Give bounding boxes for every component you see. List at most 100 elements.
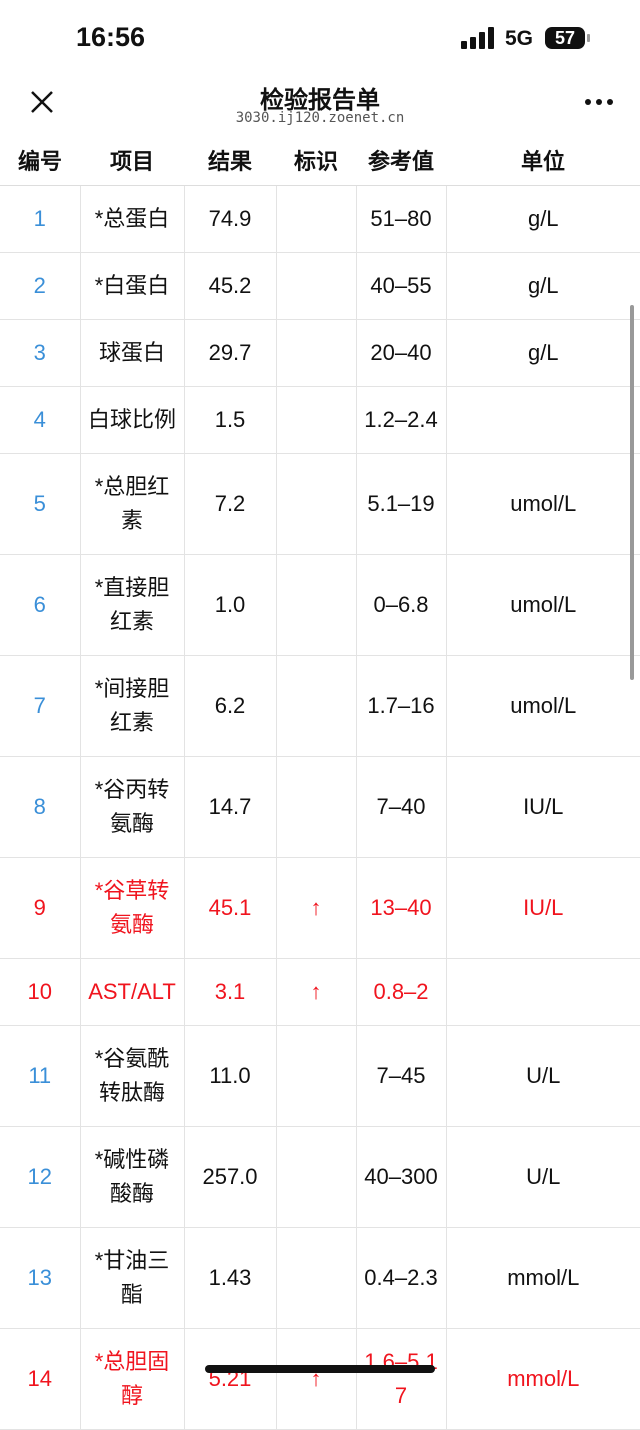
table-cell (275, 185, 356, 253)
table-cell: 球蛋白 (79, 319, 184, 387)
table-cell: 8 (0, 756, 80, 858)
table-cell: 11 (0, 1025, 80, 1127)
table-row: 14 *总胆固醇 5.21 ↑ 1.6–5.17 mmol/L (0, 1328, 640, 1430)
table-cell: g/L (445, 185, 640, 253)
close-button[interactable] (30, 90, 54, 114)
time: 16:56 (76, 22, 146, 52)
table-row: 11 *谷氨酰转肽酶 11.0 7–45 U/L (0, 1025, 640, 1127)
table-cell: *直接胆红素 (79, 554, 184, 656)
header-row: 编号 项目 结果 标识 参考值 单位 (0, 135, 640, 186)
table-cell: 3.1 (183, 958, 276, 1026)
table-cell (275, 453, 356, 555)
table-cell: *谷氨酰转肽酶 (79, 1025, 184, 1127)
table-cell: 1.43 (183, 1227, 276, 1329)
table-cell (275, 319, 356, 387)
column-header: 参考值 (356, 135, 446, 186)
table-cell: 7.2 (183, 453, 276, 555)
table-cell (275, 1126, 356, 1228)
status-bar: 16:56 5G 57 (0, 0, 640, 75)
table-cell (275, 554, 356, 656)
table-cell: AST/ALT (79, 958, 184, 1026)
table-row: 4 白球比例 1.5 1.2–2.4 (0, 386, 640, 454)
table-cell: 0.4–2.3 (355, 1227, 446, 1329)
table-cell: U/L (445, 1126, 640, 1228)
table-cell: mmol/L (445, 1328, 640, 1430)
table-cell: 29.7 (183, 319, 276, 387)
page-url: 3030.ij120.zoenet.cn (235, 110, 405, 126)
table-cell: *谷丙转氨酶 (79, 756, 184, 858)
table-cell: 9 (0, 857, 80, 959)
table-cell: 6 (0, 554, 80, 656)
battery: 57 (545, 27, 585, 49)
table-cell (275, 1227, 356, 1329)
table-cell: 1.6–5.17 (355, 1328, 446, 1430)
table-cell: mmol/L (445, 1227, 640, 1329)
table-cell: umol/L (445, 453, 640, 555)
scrollbar (630, 305, 634, 680)
table-cell: 1.7–16 (355, 655, 446, 757)
table-cell: g/L (445, 252, 640, 320)
table-cell: 45.2 (183, 252, 276, 320)
column-header: 标识 (276, 135, 356, 186)
table-cell: IU/L (445, 756, 640, 858)
table-row: 12 *碱性磷酸酶 257.0 40–300 U/L (0, 1126, 640, 1228)
table-cell: ↑ (275, 1328, 356, 1430)
table-cell: *碱性磷酸酶 (79, 1126, 184, 1228)
column-header: 结果 (184, 135, 276, 186)
table-cell: umol/L (445, 655, 640, 757)
table-row: 7 *间接胆红素 6.2 1.7–16 umol/L (0, 655, 640, 757)
table-cell: 13 (0, 1227, 80, 1329)
table-row: 8 *谷丙转氨酶 14.7 7–40 IU/L (0, 756, 640, 858)
table-cell: *间接胆红素 (79, 655, 184, 757)
table-cell: 13–40 (355, 857, 446, 959)
table-cell: *总胆固醇 (79, 1328, 184, 1430)
table-cell: *白蛋白 (79, 252, 184, 320)
table-cell: 11.0 (183, 1025, 276, 1127)
table-cell: 7–45 (355, 1025, 446, 1127)
table-cell: 10 (0, 958, 80, 1026)
table-cell (275, 1025, 356, 1127)
table-cell: U/L (445, 1025, 640, 1127)
table-cell: 4 (0, 386, 80, 454)
table-row: 3 球蛋白 29.7 20–40 g/L (0, 319, 640, 387)
table-cell: 40–300 (355, 1126, 446, 1228)
table-cell (445, 958, 640, 1026)
table-body: 1 *总蛋白 74.9 51–80 g/L 2 *白蛋白 45.2 40–55 g/L 3 球蛋白 29… (0, 185, 640, 1430)
table-cell: 14 (0, 1328, 80, 1430)
table-cell: *总胆红素 (79, 453, 184, 555)
table-cell: *总蛋白 (79, 185, 184, 253)
table-row: 13 *甘油三酯 1.43 0.4–2.3 mmol/L (0, 1227, 640, 1329)
table-cell: 20–40 (355, 319, 446, 387)
table-cell: *谷草转氨酶 (79, 857, 184, 959)
table-cell: 45.1 (183, 857, 276, 959)
table-cell: 74.9 (183, 185, 276, 253)
table-cell: 5.21 (183, 1328, 276, 1430)
table-cell: 0.8–2 (355, 958, 446, 1026)
home-indicator (205, 1365, 435, 1373)
column-header: 编号 (0, 135, 80, 186)
nav-bar: 检验报告单 3030.ij120.zoenet.cn (0, 75, 640, 135)
table-row: 2 *白蛋白 45.2 40–55 g/L (0, 252, 640, 320)
table-row: 10 AST/ALT 3.1 ↑ 0.8–2 (0, 958, 640, 1026)
table-row: 6 *直接胆红素 1.0 0–6.8 umol/L (0, 554, 640, 656)
table-cell: 3 (0, 319, 80, 387)
table-row: 1 *总蛋白 74.9 51–80 g/L (0, 185, 640, 253)
report-table: 编号 项目 结果 标识 参考值 单位 1 *总蛋白 74.9 51–80 g/L 2 *白蛋白 45.2… (0, 135, 640, 1430)
more-button[interactable] (584, 97, 614, 107)
table-cell: 14.7 (183, 756, 276, 858)
table-cell: 1.5 (183, 386, 276, 454)
table-cell (275, 655, 356, 757)
signal-icon (461, 27, 494, 49)
table-cell: 0–6.8 (355, 554, 446, 656)
table-cell: 7 (0, 655, 80, 757)
table-cell: 白球比例 (79, 386, 184, 454)
table-cell: 2 (0, 252, 80, 320)
table-cell (275, 252, 356, 320)
table-row: 9 *谷草转氨酶 45.1 ↑ 13–40 IU/L (0, 857, 640, 959)
table-cell: 1 (0, 185, 80, 253)
battery-tip (587, 34, 590, 42)
table-cell: 5 (0, 453, 80, 555)
table-cell: 257.0 (183, 1126, 276, 1228)
table-cell (275, 386, 356, 454)
